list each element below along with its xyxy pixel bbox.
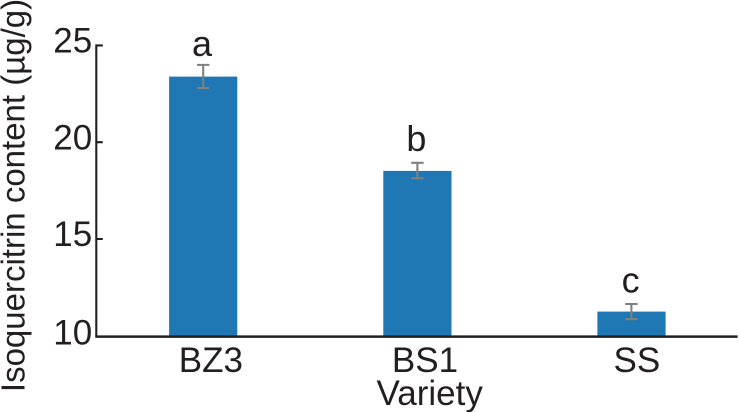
svg-text:SS: SS xyxy=(614,341,661,380)
svg-text:20: 20 xyxy=(53,119,92,158)
svg-text:Variety: Variety xyxy=(377,374,484,412)
svg-text:10: 10 xyxy=(53,313,92,352)
svg-text:b: b xyxy=(406,118,426,159)
svg-text:BS1: BS1 xyxy=(392,341,458,380)
svg-text:15: 15 xyxy=(53,215,92,254)
svg-text:BZ3: BZ3 xyxy=(179,341,243,380)
svg-text:Isoquercitrin content (µg/g): Isoquercitrin content (µg/g) xyxy=(0,0,31,392)
svg-text:c: c xyxy=(622,259,640,300)
svg-text:25: 25 xyxy=(53,22,92,61)
svg-text:a: a xyxy=(192,23,213,64)
